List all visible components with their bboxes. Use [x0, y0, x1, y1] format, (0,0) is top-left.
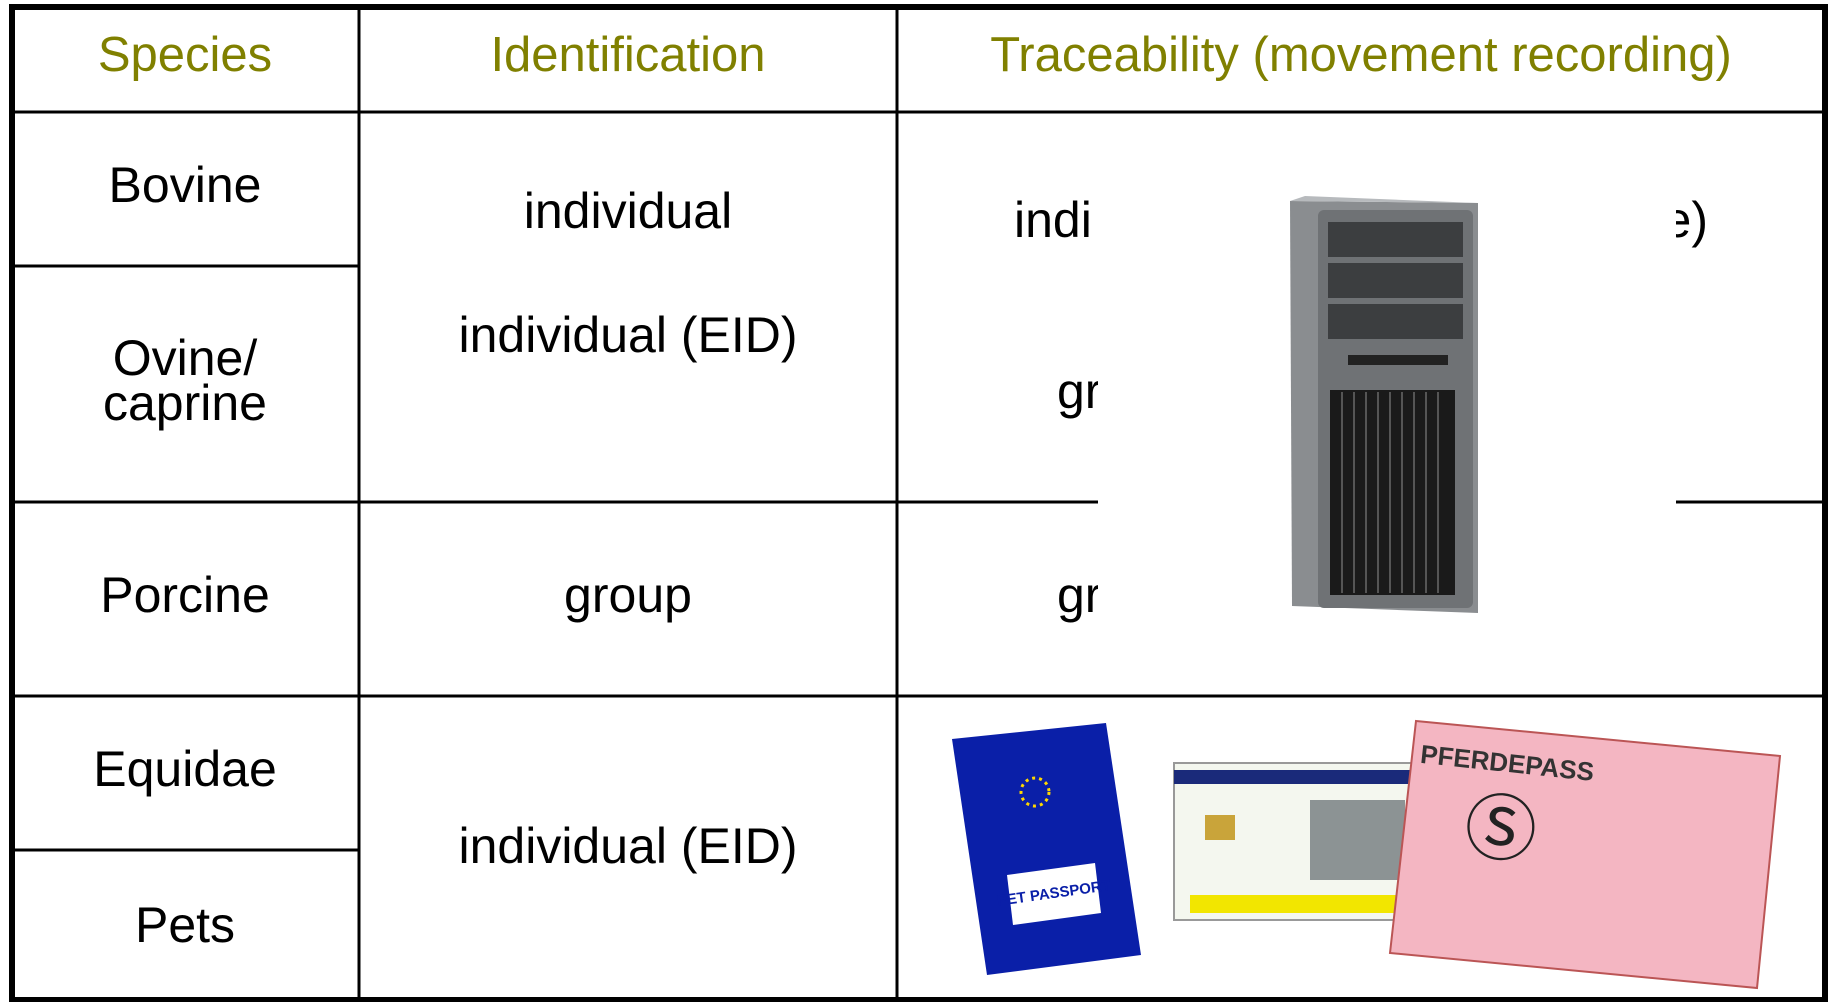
drive-bay: [1328, 304, 1463, 339]
card-photo: [1310, 800, 1405, 880]
identification-cell: individual: [524, 183, 732, 239]
column-header: Identification: [490, 28, 765, 82]
pet-passport: [952, 723, 1141, 975]
species-label: Porcine: [100, 567, 270, 623]
species-label: Equidae: [93, 741, 277, 797]
traceability-cell: gr: [1057, 363, 1101, 419]
species-label: Ovine/: [113, 330, 258, 386]
eu-stars: [1019, 776, 1051, 808]
species-label: Pets: [135, 897, 235, 953]
grille: [1330, 390, 1455, 595]
passport-logo: Ⓢ: [1461, 786, 1541, 873]
computer-image: [1098, 134, 1676, 694]
identification-cell: individual (EID): [458, 307, 797, 363]
horse-passport: [1388, 719, 1782, 990]
traceability-cell: indi: [1014, 192, 1092, 248]
column-header: Traceability (movement recording): [990, 28, 1732, 82]
floppy-slot: [1348, 355, 1448, 365]
drive-bay: [1328, 222, 1463, 257]
card-stripe: [1190, 895, 1410, 913]
species-label: Bovine: [109, 157, 262, 213]
tower-top: [1290, 196, 1478, 203]
traceability-cell: gr: [1057, 567, 1101, 623]
identification-cell: group: [564, 567, 692, 623]
identification-cell: individual (EID): [458, 818, 797, 874]
species-label: caprine: [103, 375, 267, 431]
column-header: Species: [98, 28, 272, 82]
card-stripe: [1174, 770, 1419, 784]
grille-lines: [1341, 392, 1439, 593]
passport-label: [1007, 863, 1101, 925]
card-chip: [1205, 815, 1235, 840]
drive-bay: [1328, 263, 1463, 298]
